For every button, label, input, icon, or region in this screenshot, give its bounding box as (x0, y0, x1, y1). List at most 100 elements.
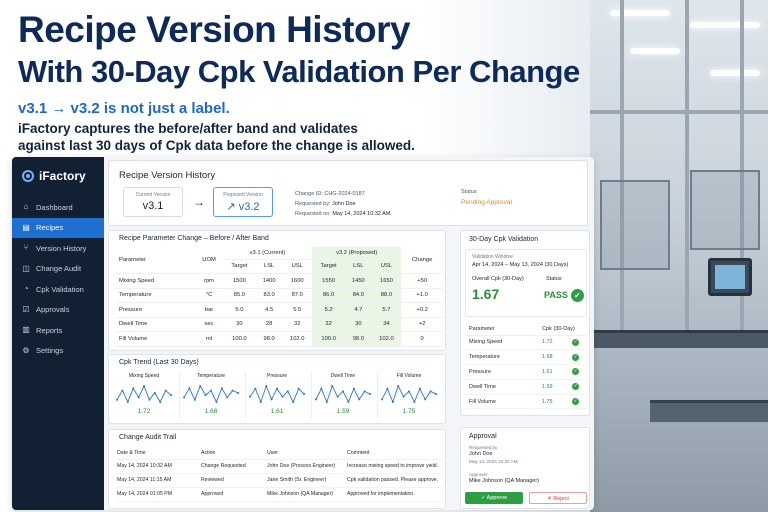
param-current-lsl: 28 (255, 317, 283, 332)
audit-user: John Doe (Process Engineer) (267, 459, 347, 474)
cpk-status-value: PASS (544, 289, 568, 300)
sparkline-point (148, 398, 151, 401)
sparkline-point (237, 391, 239, 394)
sparkline-point (286, 390, 289, 393)
col-cpk-parameter: Parameter (465, 323, 531, 336)
sidebar-item-reports[interactable]: ▥ Reports (12, 320, 104, 340)
requested-by-label: Requested by: (295, 201, 331, 207)
param-uom: ml (195, 331, 223, 347)
group-proposed: v3.2 (Proposed) (312, 247, 402, 260)
audit-row: May 14, 2024 01:05 PM Approved Mike Johnso… (117, 487, 443, 502)
sidebar-item-change-audit[interactable]: ◫ Change Audit (12, 259, 104, 279)
param-proposed-usl: 34 (371, 317, 402, 332)
proposed-version-box[interactable]: Proposed Version ↗ v3.2 (213, 187, 273, 217)
hmi-monitor (708, 258, 752, 296)
sparkline-point (199, 385, 202, 387)
audit-action: Approved (201, 487, 267, 502)
sparkline-point (358, 398, 361, 401)
param-proposed-target: 5.2 (312, 302, 346, 318)
audit-trail-card: Change Audit Trail Date & Time Action Us… (108, 429, 446, 509)
audit-date: May 14, 2024 10:32 AM (117, 459, 201, 474)
col-date: Date & Time (117, 447, 201, 460)
cpk-row: Dwell Time 1.59 ✓ (465, 379, 587, 395)
cpk-row: Temperature 1.68 ✓ (465, 349, 587, 366)
sparkline-point (226, 396, 229, 399)
param-current-lsl: 1400 (255, 273, 283, 289)
cpk-row: Pressure 1.61 ✓ (465, 364, 587, 380)
requested-on-label: Requested on: (295, 211, 331, 217)
trend-value: 1.61 (270, 408, 284, 415)
audit-row: May 14, 2024 10:32 AM Change Requested Joh… (117, 459, 443, 474)
sparkline-point (121, 389, 124, 392)
param-current-target: 100.0 (222, 331, 256, 347)
brand[interactable]: iFactory (12, 157, 104, 193)
cpk-param-value: 1.68 (530, 349, 565, 366)
sparkline-point (347, 401, 350, 403)
gear-icon: ⚙ (22, 345, 30, 355)
sidebar-item-recipes[interactable]: ▤ Recipes (12, 217, 104, 238)
col-proposed-usl: USL (371, 259, 402, 274)
parameter-row: Temperature °C 85.0 83.0 87.0 86.0 84.0 88.0 +1.… (115, 288, 443, 303)
sidebar-item-cpk-validation[interactable]: ◔ Cpk Validation (12, 279, 104, 299)
sparkline-point (170, 394, 172, 397)
current-version-box[interactable]: Current Version v3.1 (123, 187, 183, 217)
sparkline-point (193, 398, 196, 401)
sparkline-point (249, 395, 251, 398)
current-version-label: Current Version (135, 192, 171, 198)
hero-description-2: against last 30 days of Cpk data before … (18, 138, 415, 153)
cpk-param-name: Temperature (465, 349, 531, 366)
approve-button[interactable]: ✓ Approve (465, 492, 523, 504)
reject-button[interactable]: ✕ Reject (529, 492, 587, 504)
approval-requested-by-value: John Doe (469, 451, 493, 457)
param-proposed-target: 100.0 (312, 331, 346, 347)
cpk-trend-card: Cpk Trend (Last 30 Days) Mixing Speed 1.7… (108, 354, 446, 424)
brand-name: iFactory (39, 169, 86, 183)
hero-subtitle: v3.1 → v3.2 is not just a label. (18, 100, 230, 117)
sidebar-item-label: Dashboard (36, 202, 73, 212)
param-uom: bar (195, 302, 223, 318)
check-circle-icon: ✓ (572, 353, 580, 361)
cpk-param-value: 1.59 (530, 379, 565, 395)
param-current-lsl: 83.0 (255, 288, 283, 303)
cpk-param-name: Mixing Speed (465, 335, 531, 351)
check-circle-icon: ✓ (572, 383, 580, 391)
cpk-param-name: Fill Volume (465, 394, 531, 410)
sparkline-point (276, 387, 278, 390)
sparkline-point (204, 394, 207, 397)
sparkline (182, 384, 240, 404)
sparkline-point (303, 393, 305, 395)
sidebar-item-dashboard[interactable]: ⌂ Dashboard (12, 197, 104, 217)
param-current-target: 5.0 (222, 302, 256, 318)
sidebar-item-version-history[interactable]: ⑂ Version History (12, 238, 104, 258)
sidebar-item-settings[interactable]: ⚙ Settings (12, 341, 104, 361)
proposed-version-label: Proposed Version (223, 192, 263, 198)
sparkline-point (435, 393, 437, 395)
parameter-row: Dwell Time sec 30 28 32 32 30 34 +2 (115, 317, 443, 332)
param-current-lsl: 4.5 (255, 302, 283, 318)
sparkline-point (320, 387, 323, 390)
sparkline-point (116, 398, 118, 401)
param-name: Pressure (115, 302, 196, 318)
param-current-target: 30 (222, 317, 256, 332)
sparkline-point (408, 390, 410, 393)
sparkline-point (386, 387, 389, 390)
col-uom: UOM (195, 247, 223, 274)
sparkline-point (126, 401, 129, 403)
param-proposed-lsl: 84.0 (345, 288, 372, 303)
sidebar-item-approvals[interactable]: ☑ Approvals (12, 300, 104, 320)
trend-value: 1.59 (336, 408, 350, 415)
cpk-table: Parameter Cpk (30-Day) Mixing Speed 1.72 ✓… (465, 323, 587, 410)
cpk-row: Mixing Speed 1.72 ✓ (465, 335, 587, 351)
group-current: v3.1 (Current) (222, 247, 313, 260)
sparkline-point (381, 398, 383, 401)
sparkline-point (220, 387, 223, 390)
sidebar-item-label: Settings (36, 346, 64, 355)
cpk-status-label: Status (546, 276, 562, 282)
parameter-row: Pressure bar 5.0 4.5 5.5 5.2 4.7 5.7 +0.2 (115, 302, 443, 318)
col-comment: Comment (347, 447, 443, 460)
sparkline-point (315, 398, 317, 401)
sidebar-item-label: Reports (36, 325, 63, 335)
audit-row: May 14, 2024 11:15 AM Reviewed Jane Smith … (117, 473, 443, 488)
current-version-value: v3.1 (142, 200, 164, 212)
sparkline-point (402, 395, 405, 398)
